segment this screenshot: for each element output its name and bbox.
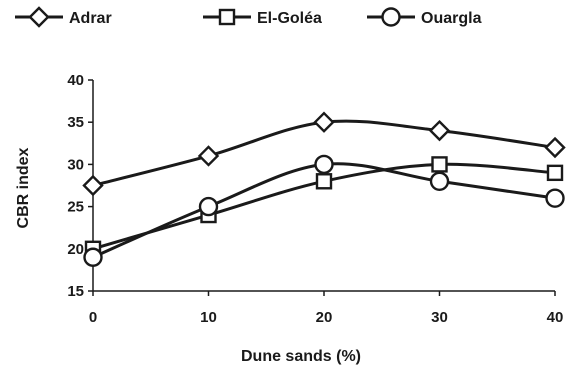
legend-label: Adrar — [69, 10, 112, 27]
diamond-marker — [428, 119, 451, 142]
circle-marker — [314, 154, 334, 175]
diamond-marker — [197, 145, 220, 167]
x-tick-label: 0 — [89, 309, 97, 326]
square-marker — [315, 173, 333, 190]
y-tick-label: 40 — [67, 72, 84, 89]
legend-diamond-icon — [28, 6, 50, 28]
x-axis-title: Dune sands (%) — [241, 348, 361, 365]
y-tick-label: 35 — [67, 114, 84, 131]
x-tick-label: 10 — [200, 309, 217, 326]
legend-label: El-Goléa — [257, 10, 322, 27]
plot-area: 15 20 25 30 35 40 0 10 20 30 40 — [67, 72, 566, 326]
circle-marker — [198, 196, 219, 217]
y-tick-label: 25 — [67, 199, 84, 216]
diamond-marker — [82, 174, 104, 197]
square-marker — [431, 156, 448, 173]
circle-marker — [429, 171, 450, 191]
legend: Adrar El-Goléa Ouargla — [15, 6, 482, 28]
x-tick-label: 40 — [547, 309, 564, 326]
diamond-marker — [544, 136, 566, 159]
circle-marker — [83, 247, 103, 267]
legend-square-icon — [218, 8, 236, 26]
circle-marker — [545, 188, 565, 208]
legend-label: Ouargla — [421, 10, 482, 27]
x-tick-label: 30 — [431, 309, 448, 326]
y-tick-label: 15 — [67, 283, 84, 300]
y-axis-title: CBR index — [15, 147, 32, 228]
legend-item-adrar: Adrar — [15, 6, 112, 28]
y-tick-label: 30 — [67, 156, 84, 173]
legend-item-el-gol-a: El-Goléa — [203, 8, 322, 27]
legend-item-ouargla: Ouargla — [367, 7, 482, 27]
square-marker — [546, 164, 564, 182]
diamond-marker — [313, 111, 335, 133]
legend-circle-icon — [381, 7, 401, 27]
x-tick-label: 20 — [316, 309, 333, 326]
y-tick-label: 20 — [67, 241, 84, 258]
